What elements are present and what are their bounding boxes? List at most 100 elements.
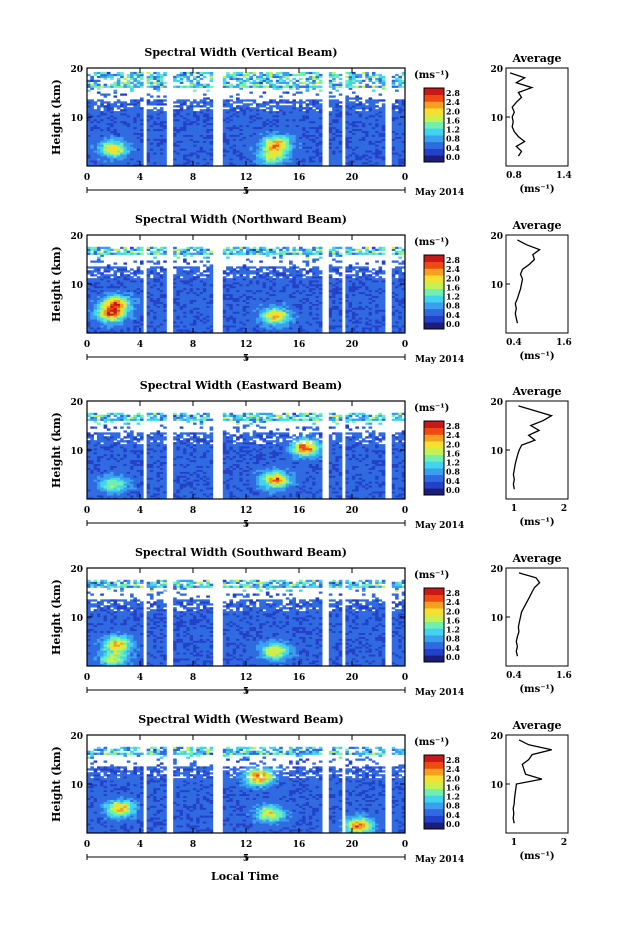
- heatmap-cell: [229, 136, 234, 139]
- heatmap-cell: [391, 113, 396, 116]
- heatmap-cell: [136, 103, 141, 106]
- heatmap-cell: [209, 319, 214, 322]
- heatmap-cell: [236, 301, 240, 304]
- heatmap-cell: [126, 301, 131, 304]
- heatmap-cell: [199, 71, 204, 75]
- heatmap-cell: [269, 105, 273, 108]
- heatmap-cell: [163, 164, 167, 167]
- heatmap-cell: [186, 140, 190, 143]
- heatmap-cell: [120, 285, 124, 289]
- heatmap-cell: [358, 97, 363, 100]
- heatmap-cell: [222, 164, 227, 167]
- heatmap-cell: [90, 327, 94, 330]
- heatmap-cell: [140, 329, 144, 332]
- heatmap-cell: [371, 115, 376, 118]
- heatmap-cell: [232, 248, 237, 251]
- heatmap-cell: [116, 107, 121, 110]
- heatmap-cell: [289, 107, 293, 110]
- heatmap-cell: [136, 317, 141, 320]
- heatmap-cell: [295, 164, 300, 167]
- heatmap-cell: [189, 156, 194, 159]
- heatmap-cell: [113, 156, 118, 159]
- heatmap-cell: [246, 138, 250, 141]
- heatmap-cell: [246, 331, 250, 334]
- heatmap-cell: [106, 162, 111, 165]
- heatmap-cell: [209, 264, 214, 267]
- heatmap-cell: [193, 260, 197, 263]
- heatmap-cell: [130, 284, 134, 287]
- heatmap-cell: [308, 152, 313, 155]
- heatmap-cell: [146, 77, 151, 81]
- heatmap-cell: [395, 156, 399, 159]
- heatmap-cell: [398, 105, 402, 108]
- heatmap-cell: [106, 120, 111, 124]
- heatmap-cell: [368, 99, 373, 102]
- heatmap-cell: [179, 162, 184, 165]
- heatmap-cell: [239, 317, 243, 320]
- heatmap-cell: [189, 111, 194, 114]
- heatmap-cell: [106, 152, 111, 155]
- heatmap-cell: [103, 85, 108, 88]
- heatmap-cell: [183, 250, 187, 253]
- heatmap-cell: [226, 282, 230, 285]
- heatmap-cell: [149, 289, 154, 293]
- heatmap-cell: [149, 282, 154, 285]
- heatmap-cell: [262, 152, 267, 155]
- heatmap-cell: [338, 126, 343, 130]
- heatmap-cell: [275, 150, 280, 153]
- heatmap-cell: [103, 305, 108, 308]
- heatmap-cell: [90, 305, 94, 308]
- heatmap-cell: [106, 299, 111, 302]
- heatmap-cell: [113, 140, 118, 143]
- heatmap-cell: [282, 85, 287, 88]
- heatmap-cell: [87, 248, 91, 251]
- heatmap-cell: [176, 295, 181, 299]
- heatmap-cell: [149, 278, 154, 281]
- heatmap-cell: [332, 71, 336, 75]
- heatmap-cell: [173, 321, 177, 324]
- heatmap-cell: [173, 79, 177, 83]
- heatmap-cell: [103, 317, 108, 320]
- heatmap-cell: [358, 115, 363, 118]
- heatmap-cell: [305, 148, 310, 151]
- heatmap-cell: [338, 118, 343, 122]
- heatmap-cell: [229, 75, 234, 79]
- heatmap-cell: [113, 329, 118, 332]
- heatmap-cell: [295, 87, 300, 90]
- heatmap-cell: [123, 120, 128, 124]
- heatmap-cell: [318, 79, 323, 83]
- heatmap-cell: [133, 103, 137, 106]
- heatmap-cell: [110, 140, 114, 143]
- heatmap-cell: [365, 142, 369, 145]
- heatmap-cell: [140, 299, 144, 302]
- heatmap-cell: [140, 113, 144, 116]
- heatmap-cell: [206, 327, 210, 330]
- heatmap-cell: [196, 291, 200, 295]
- heatmap-cell: [149, 305, 154, 308]
- heatmap-cell: [255, 85, 260, 88]
- heatmap-cell: [236, 128, 240, 132]
- heatmap-cell: [156, 109, 161, 112]
- heatmap-cell: [289, 113, 293, 116]
- heatmap-cell: [242, 136, 247, 139]
- heatmap-cell: [130, 109, 134, 112]
- heatmap-cell: [249, 315, 253, 318]
- heatmap-cell: [123, 305, 128, 308]
- heatmap-cell: [262, 128, 267, 132]
- heatmap-cell: [302, 162, 306, 165]
- heatmap-cell: [232, 311, 237, 314]
- heatmap-cell: [123, 274, 128, 277]
- heatmap-cell: [183, 99, 187, 102]
- heatmap-cell: [183, 156, 187, 159]
- heatmap-cell: [381, 77, 386, 81]
- heatmap-cell: [173, 287, 177, 291]
- heatmap-cell: [93, 156, 98, 159]
- heatmap-cell: [87, 134, 91, 137]
- heatmap-cell: [375, 105, 379, 108]
- heatmap-cell: [159, 327, 164, 330]
- heatmap-cell: [232, 317, 237, 320]
- heatmap-cell: [242, 118, 247, 122]
- heatmap-cell: [239, 81, 243, 84]
- heatmap-cell: [226, 329, 230, 332]
- heatmap-cell: [163, 287, 167, 291]
